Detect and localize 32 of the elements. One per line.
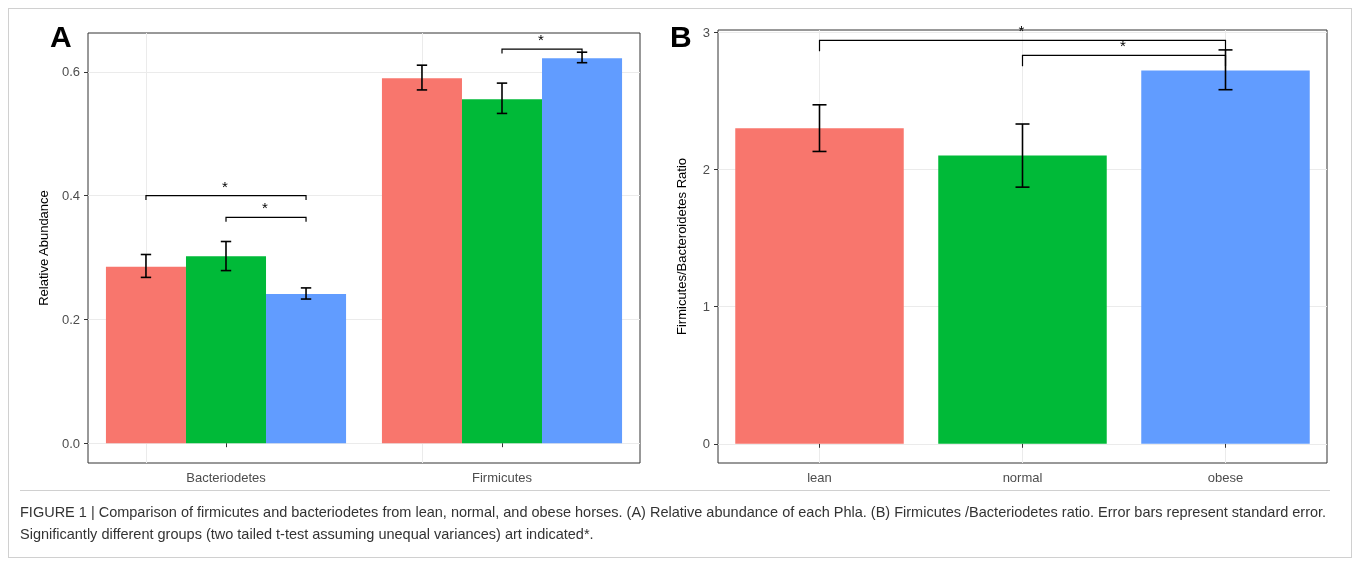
bar bbox=[266, 294, 347, 444]
bar bbox=[542, 58, 623, 444]
y-axis-title: Relative Abundance bbox=[36, 190, 51, 306]
bar bbox=[938, 155, 1107, 444]
bar bbox=[461, 99, 543, 444]
y-tick-label: 0.2 bbox=[61, 311, 80, 327]
bar bbox=[735, 128, 904, 444]
bar bbox=[105, 266, 186, 444]
bar bbox=[185, 256, 267, 444]
y-tick-label: 0.6 bbox=[61, 64, 80, 80]
annotation: * bbox=[262, 199, 268, 217]
x-tick-label: obese bbox=[1207, 470, 1244, 485]
y-tick-label: 3 bbox=[702, 24, 710, 40]
y-tick-label: 2 bbox=[702, 161, 710, 177]
bar bbox=[381, 78, 462, 444]
x-tick-label: normal bbox=[1002, 470, 1043, 485]
x-tick-label: lean bbox=[807, 470, 832, 485]
annotation: * bbox=[538, 31, 544, 49]
text: B bbox=[670, 20, 692, 53]
caption: FIGURE 1 | Comparison of firmicutes and bacteriodetes from lean, normal, and obese horses. (A) Relative abundance of each Phla. (B) Firmicutes /Bacteriodetes ratio. Error bars represent standard error. Significantly different groups (two tailed t-test assuming unequal variances) art indicated*. bbox=[20, 490, 1330, 545]
y-tick-label: 0.0 bbox=[61, 435, 80, 451]
y-tick-label: 0 bbox=[702, 436, 710, 452]
y-tick-label: 0.4 bbox=[61, 188, 80, 204]
bar bbox=[1141, 70, 1310, 444]
x-tick-label: Firmicutes bbox=[472, 470, 533, 485]
annotation: * bbox=[1018, 22, 1025, 40]
annotation: * bbox=[1120, 37, 1126, 55]
x-tick-label: Bacteriodetes bbox=[186, 470, 267, 485]
y-axis-title: Firmicutes/Bacteroidetes Ratio bbox=[674, 157, 689, 336]
annotation: * bbox=[222, 177, 228, 195]
text: A bbox=[50, 20, 72, 53]
y-tick-label: 1 bbox=[702, 299, 710, 315]
